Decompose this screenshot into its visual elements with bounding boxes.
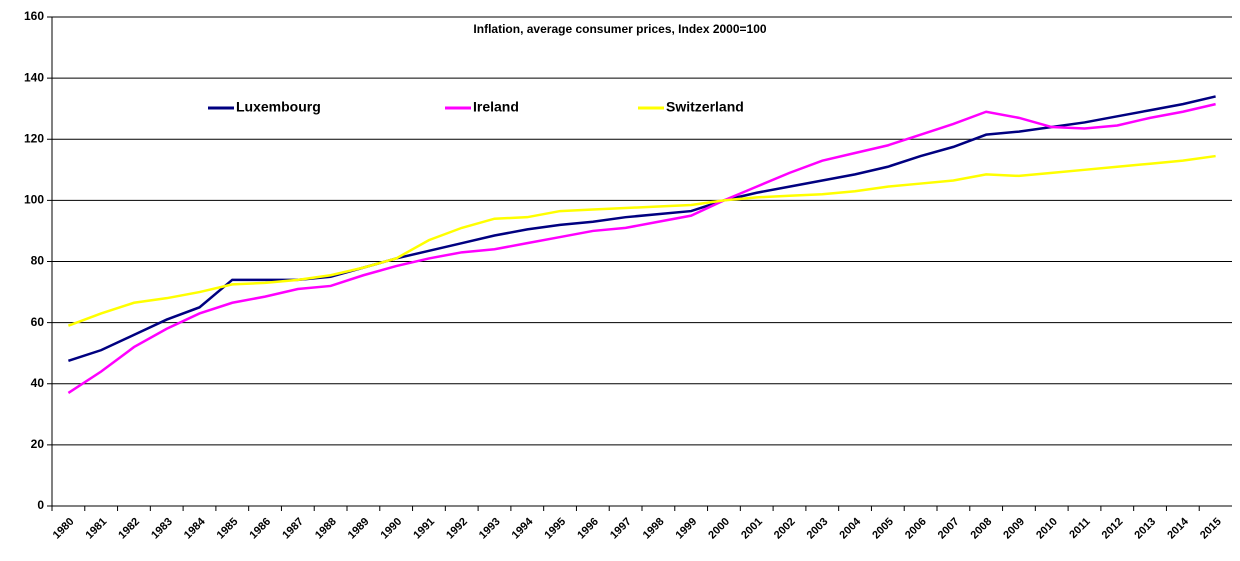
x-tick-label: 2013 bbox=[1132, 516, 1158, 542]
x-tick-label: 1990 bbox=[379, 516, 405, 542]
x-tick-label: 1991 bbox=[411, 516, 437, 542]
x-tick-label: 2008 bbox=[969, 516, 995, 542]
x-tick-label: 2007 bbox=[936, 516, 962, 542]
legend-label: Ireland bbox=[473, 99, 519, 115]
x-tick-label: 2011 bbox=[1067, 516, 1092, 541]
x-tick-label: 2000 bbox=[706, 516, 732, 542]
x-tick-label: 2002 bbox=[772, 516, 798, 542]
x-tick-label: 1981 bbox=[84, 516, 110, 542]
x-tick-label: 1980 bbox=[51, 516, 77, 542]
x-tick-label: 1982 bbox=[116, 516, 142, 542]
series-line bbox=[67, 154, 1216, 327]
series-line bbox=[67, 102, 1216, 394]
legend-label: Luxembourg bbox=[236, 99, 321, 115]
x-tick-label: 1993 bbox=[477, 516, 503, 542]
x-tick-label: 1994 bbox=[510, 515, 536, 541]
x-tick-label: 1987 bbox=[280, 516, 306, 542]
x-tick-label: 2012 bbox=[1100, 516, 1126, 542]
x-tick-label: 2006 bbox=[903, 516, 929, 542]
y-tick-label: 0 bbox=[37, 498, 44, 512]
x-tick-label: 1992 bbox=[444, 516, 470, 542]
x-tick-label: 2001 bbox=[739, 516, 765, 542]
y-tick-label: 140 bbox=[24, 70, 44, 84]
x-tick-label: 1999 bbox=[674, 516, 700, 542]
x-tick-label: 2009 bbox=[1001, 516, 1027, 542]
x-tick-label: 2005 bbox=[870, 516, 896, 542]
x-tick-label: 1995 bbox=[542, 516, 568, 542]
x-tick-label: 1986 bbox=[247, 516, 273, 542]
y-tick-label: 80 bbox=[31, 254, 45, 268]
x-tick-label: 1988 bbox=[313, 516, 339, 542]
y-tick-label: 40 bbox=[31, 376, 45, 390]
legend-label: Switzerland bbox=[666, 99, 744, 115]
x-tick-label: 1998 bbox=[641, 516, 667, 542]
x-tick-label: 2004 bbox=[837, 515, 863, 541]
y-tick-label: 60 bbox=[31, 315, 45, 329]
x-tick-label: 1996 bbox=[575, 516, 601, 542]
x-tick-label: 1984 bbox=[182, 515, 208, 541]
x-tick-label: 1983 bbox=[149, 516, 175, 542]
chart-title: Inflation, average consumer prices, Inde… bbox=[473, 22, 766, 36]
y-tick-label: 100 bbox=[24, 193, 44, 207]
y-tick-label: 20 bbox=[31, 437, 45, 451]
series-line bbox=[68, 95, 1216, 363]
x-tick-label: 1997 bbox=[608, 516, 634, 542]
x-tick-label: 1989 bbox=[346, 516, 372, 542]
y-tick-label: 160 bbox=[24, 9, 44, 23]
x-tick-label: 2003 bbox=[805, 516, 831, 542]
y-tick-label: 120 bbox=[24, 131, 44, 145]
x-tick-label: 2015 bbox=[1198, 516, 1224, 542]
x-tick-label: 1985 bbox=[215, 516, 241, 542]
x-tick-label: 2014 bbox=[1165, 515, 1191, 541]
x-tick-label: 2010 bbox=[1034, 516, 1060, 542]
